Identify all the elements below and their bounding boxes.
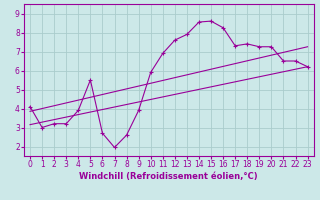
X-axis label: Windchill (Refroidissement éolien,°C): Windchill (Refroidissement éolien,°C) [79, 172, 258, 181]
